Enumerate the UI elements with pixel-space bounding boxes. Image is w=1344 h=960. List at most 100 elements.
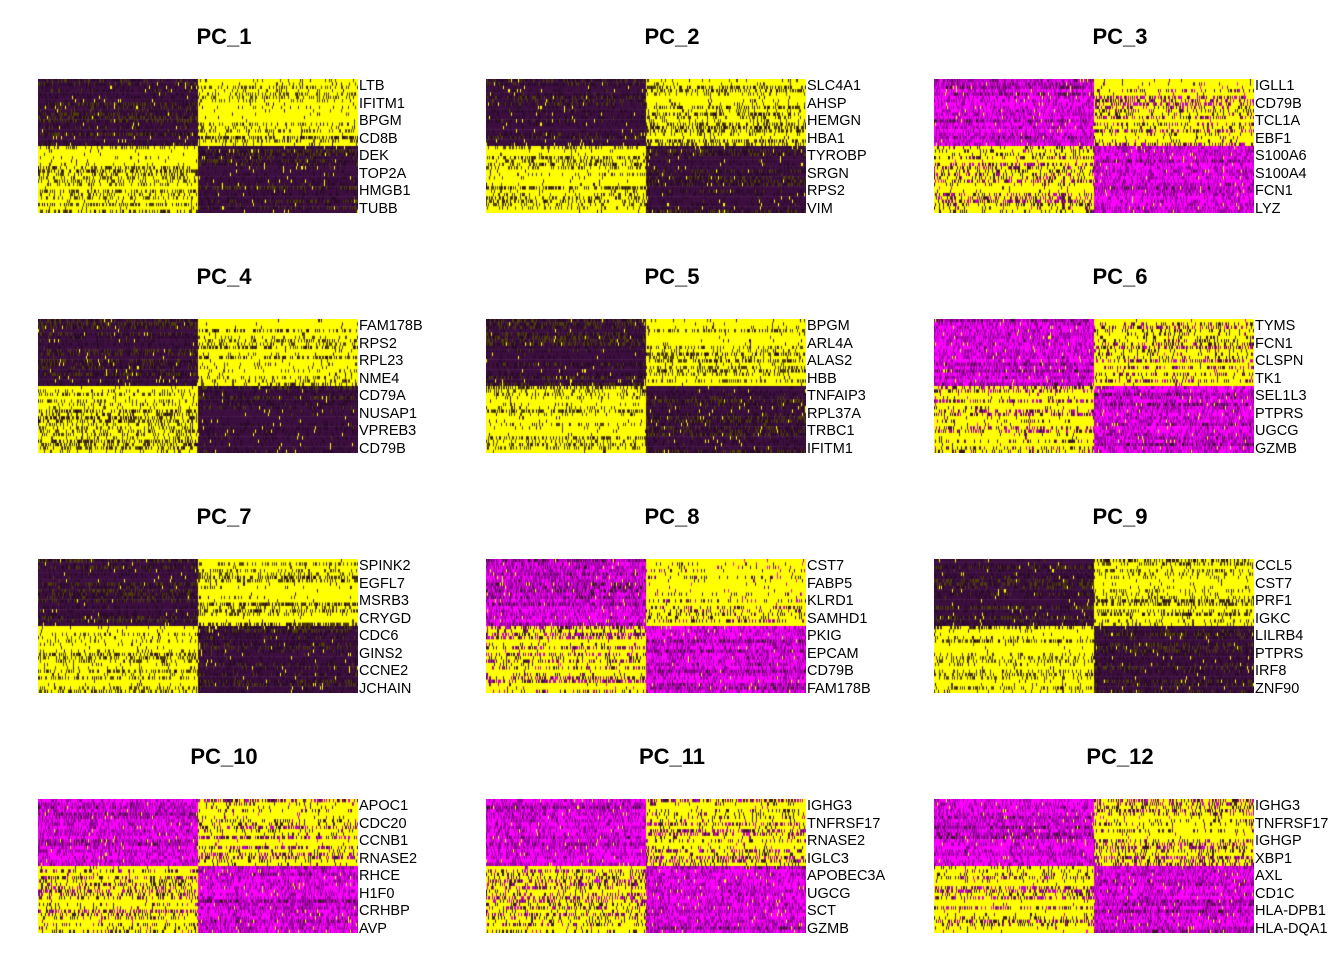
gene-label: CCNE2 [359, 663, 409, 679]
gene-label: ZNF90 [1255, 680, 1300, 697]
gene-label: CRHBP [359, 903, 410, 919]
gene-label: SPINK2 [359, 558, 411, 574]
heatmap-panel: PC_10 APOC1 CDC20 CCNB1 RNASE2 RHCE H1F0 CRHBP A… [0, 720, 448, 960]
gene-label: GZMB [807, 920, 849, 937]
panel-title: PC_11 [638, 744, 706, 769]
panel-title: PC_4 [196, 264, 252, 289]
panel-title: PC_3 [1092, 24, 1148, 49]
gene-label: KLRD1 [807, 593, 854, 609]
heatmap-panel: PC_4 FAM178B RPS2 RPL23 NME4 CD79A NUSAP1 VPREB… [0, 240, 448, 480]
gene-label: TK1 [1255, 370, 1282, 387]
heatmap-cells [38, 559, 358, 693]
gene-label: HBB [807, 370, 837, 387]
gene-label: IGKC [1255, 610, 1291, 627]
heatmap-cells [934, 319, 1254, 453]
gene-label: PTPRS [1255, 405, 1304, 422]
gene-label: SLC4A1 [807, 78, 862, 94]
gene-label: RPS2 [359, 335, 397, 352]
gene-label: TYMS [1255, 318, 1296, 334]
gene-label: RPL23 [359, 353, 404, 369]
gene-label: S100A6 [1255, 148, 1307, 164]
gene-label: GZMB [1255, 440, 1297, 457]
panel-title: PC_7 [196, 504, 252, 529]
panel-title: PC_6 [1092, 264, 1148, 289]
gene-label: LTB [359, 78, 385, 94]
gene-label: CCL5 [1255, 558, 1293, 574]
heatmap-panel: PC_1 LTB IFITM1 BPGM CD8B DEK TOP2A HMGB1 TUBB [0, 0, 448, 240]
gene-label: AVP [359, 920, 387, 937]
gene-label: APOC1 [359, 798, 409, 814]
gene-label: NME4 [359, 370, 400, 387]
gene-label: CD1C [1255, 885, 1295, 902]
panel-title: PC_2 [644, 24, 700, 49]
gene-label: HLA-DPB1 [1255, 903, 1326, 919]
heatmap-cells [934, 559, 1254, 693]
gene-label: EPCAM [807, 645, 859, 662]
gene-label: H1F0 [359, 885, 395, 902]
gene-label: CLSPN [1255, 353, 1304, 369]
gene-label: UGCG [807, 885, 851, 902]
gene-label: LILRB4 [1255, 628, 1304, 644]
gene-label: FAM178B [359, 318, 423, 334]
gene-label: RNASE2 [807, 833, 866, 849]
gene-label: JCHAIN [359, 680, 412, 697]
heatmap-cells [38, 79, 358, 213]
gene-label: CD79B [359, 440, 406, 457]
gene-label: FAM178B [807, 680, 871, 697]
gene-label: SCT [807, 903, 836, 919]
heatmap-cells [486, 559, 806, 693]
gene-label: PRF1 [1255, 593, 1293, 609]
gene-label: RNASE2 [359, 850, 418, 867]
gene-label: CDC20 [359, 815, 407, 832]
gene-label: LYZ [1255, 200, 1281, 217]
heatmap-panel: PC_2 SLC4A1 AHSP HEMGN HBA1 TYROBP SRGN RPS2 VIM [448, 0, 896, 240]
gene-label: ARL4A [807, 335, 853, 352]
gene-label: VIM [807, 200, 833, 217]
heatmap-panel: PC_3 IGLL1 CD79B TCL1A EBF1 S100A6 S100A4 FCN1 L… [896, 0, 1344, 240]
heatmap-cells [38, 319, 358, 453]
gene-label: FABP5 [807, 575, 853, 592]
gene-label: CST7 [1255, 575, 1293, 592]
heatmap-cells [934, 79, 1254, 213]
gene-label: IGHG3 [807, 798, 853, 814]
panel-title: PC_9 [1092, 504, 1148, 529]
gene-label: IGHGP [1255, 833, 1302, 849]
gene-label: ALAS2 [807, 353, 853, 369]
panel-title: PC_10 [190, 744, 258, 769]
gene-label: PTPRS [1255, 645, 1304, 662]
gene-label: FCN1 [1255, 183, 1293, 199]
panel-title: PC_8 [644, 504, 700, 529]
gene-label: TCL1A [1255, 113, 1301, 129]
gene-label: TUBB [359, 200, 398, 217]
gene-label: SAMHD1 [807, 610, 868, 627]
gene-label: SEL1L3 [1255, 388, 1307, 404]
heatmap-cells [486, 799, 806, 933]
gene-label: EGFL7 [359, 575, 405, 592]
panel-title: PC_12 [1086, 744, 1154, 769]
heatmap-panel: PC_9 CCL5 CST7 PRF1 IGKC LILRB4 PTPRS IRF8 ZNF90 [896, 480, 1344, 720]
gene-label: UGCG [1255, 423, 1299, 439]
gene-label: RHCE [359, 868, 401, 884]
gene-label: CD79B [1255, 95, 1302, 112]
heatmap-cells [38, 799, 358, 933]
gene-label: IGHG3 [1255, 798, 1301, 814]
gene-label: TNFAIP3 [807, 388, 866, 404]
gene-label: IGLC3 [807, 850, 849, 867]
gene-label: APOBEC3A [807, 868, 886, 884]
heatmap-panel: PC_7 SPINK2 EGFL7 MSRB3 CRYGD CDC6 GINS2 CCNE2 J… [0, 480, 448, 720]
gene-label: DEK [359, 148, 389, 164]
gene-label: SRGN [807, 165, 849, 182]
heatmap-cells [486, 79, 806, 213]
heatmap-panel: PC_12 IGHG3 TNFRSF17 IGHGP XBP1 AXL CD1C HLA-DP… [896, 720, 1344, 960]
gene-label: AHSP [807, 95, 847, 112]
gene-label: TRBC1 [807, 423, 855, 439]
gene-label: VPREB3 [359, 423, 417, 439]
gene-label: XBP1 [1255, 850, 1293, 867]
gene-label: HLA-DQA1 [1255, 920, 1328, 937]
heatmap-panel: PC_6 TYMS FCN1 CLSPN TK1 SEL1L3 PTPRS UGCG GZMB [896, 240, 1344, 480]
gene-label: CDC6 [359, 628, 399, 644]
heatmap-panel: PC_11 IGHG3 TNFRSF17 RNASE2 IGLC3 APOBEC3A UGC… [448, 720, 896, 960]
gene-label: TOP2A [359, 165, 407, 182]
gene-label: BPGM [359, 113, 402, 129]
